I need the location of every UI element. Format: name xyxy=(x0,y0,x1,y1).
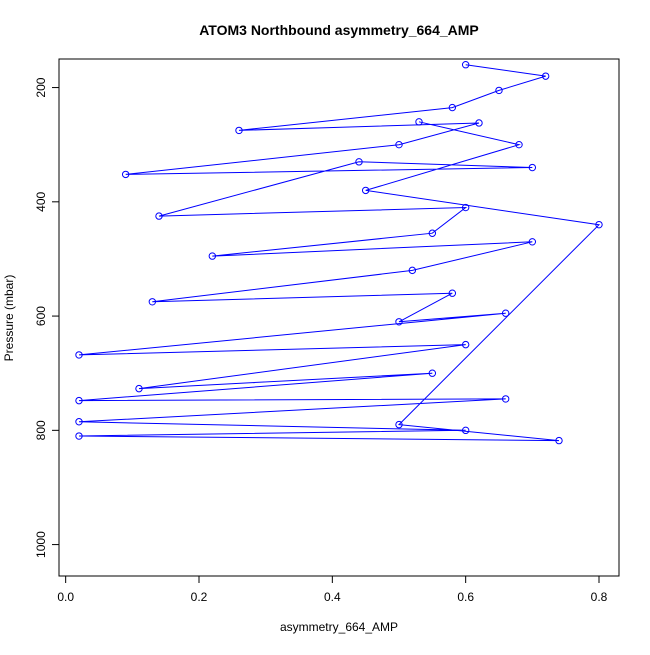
data-point xyxy=(501,309,510,317)
data-point xyxy=(595,220,603,229)
x-tick-label: 0.0 xyxy=(57,590,74,604)
data-point xyxy=(501,395,510,403)
data-point xyxy=(235,126,243,135)
data-point xyxy=(461,426,470,435)
data-point xyxy=(555,436,563,445)
data-point xyxy=(395,140,403,149)
y-axis-label: Pressure (mbar) xyxy=(2,275,16,362)
data-point xyxy=(428,369,437,377)
x-axis-label: asymmetry_664_AMP xyxy=(280,620,398,634)
data-point xyxy=(515,140,523,149)
y-tick-label: 200 xyxy=(34,77,48,97)
data-point xyxy=(448,103,457,112)
data-point xyxy=(75,418,83,426)
x-tick-label: 0.2 xyxy=(191,590,208,604)
data-point xyxy=(415,118,423,126)
data-point xyxy=(361,186,370,195)
data-point xyxy=(475,119,483,127)
data-point xyxy=(528,238,537,246)
data-point xyxy=(208,252,217,260)
data-point xyxy=(355,158,363,166)
y-tick-label: 800 xyxy=(34,420,48,440)
data-point xyxy=(148,298,157,306)
chart-title: ATOM3 Northbound asymmetry_664_AMP xyxy=(199,22,479,38)
data-point xyxy=(408,266,417,275)
data-point xyxy=(495,86,503,95)
x-tick-label: 0.8 xyxy=(591,590,608,604)
data-point xyxy=(75,351,83,359)
x-tick-label: 0.6 xyxy=(457,590,474,604)
data-point xyxy=(461,340,470,349)
data-point xyxy=(461,203,470,212)
data-point xyxy=(528,163,537,172)
data-point xyxy=(428,229,437,237)
y-tick-label: 600 xyxy=(34,306,48,326)
y-axis: 200 400 600 800 1000 xyxy=(34,77,60,558)
data-point xyxy=(395,318,403,326)
x-axis: 0.0 0.2 0.4 0.6 0.8 xyxy=(57,575,608,604)
data-point xyxy=(135,384,143,393)
data-point xyxy=(395,420,403,429)
plot-frame xyxy=(58,58,620,577)
series-line xyxy=(78,64,601,442)
data-point xyxy=(461,61,470,69)
data-point xyxy=(155,212,163,220)
data-point xyxy=(75,396,83,405)
data-layer xyxy=(75,61,603,445)
data-point xyxy=(541,72,550,80)
x-tick-label: 0.4 xyxy=(324,590,341,604)
data-point xyxy=(121,170,130,179)
y-tick-label: 400 xyxy=(34,191,48,211)
y-tick-label: 1000 xyxy=(34,531,48,558)
data-point xyxy=(75,432,83,440)
data-point xyxy=(448,289,457,297)
